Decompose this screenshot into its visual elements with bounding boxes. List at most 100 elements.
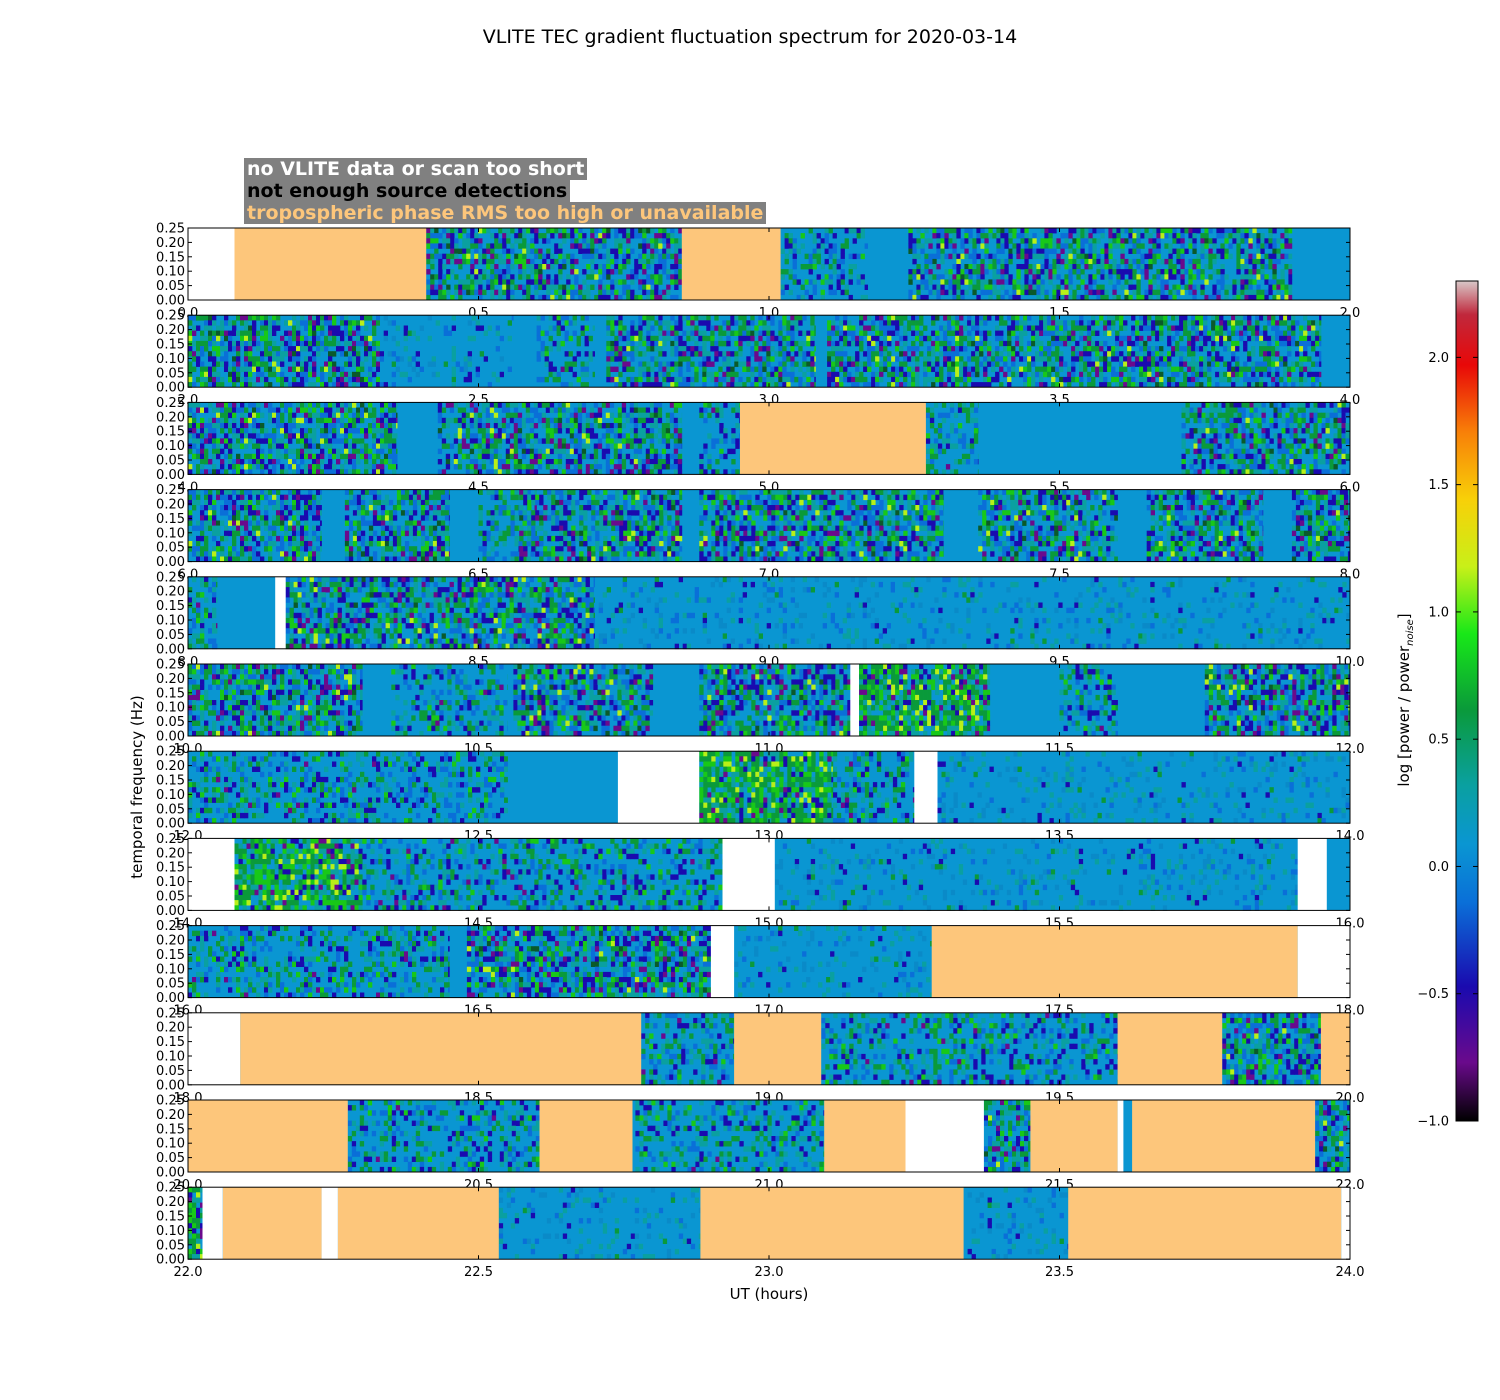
heatmap-cell bbox=[626, 248, 631, 254]
heatmap-cell bbox=[972, 253, 977, 260]
heatmap-cell bbox=[1135, 361, 1140, 367]
heatmap-cell bbox=[204, 453, 209, 460]
heatmap-cell bbox=[1183, 330, 1188, 336]
heatmap-cell bbox=[1283, 340, 1288, 347]
heatmap-cell bbox=[598, 279, 603, 285]
heatmap-cell bbox=[964, 248, 969, 254]
heatmap-cell bbox=[1255, 335, 1260, 342]
heatmap-cell bbox=[1260, 238, 1265, 244]
heatmap-cell bbox=[495, 325, 500, 331]
heatmap-cell bbox=[264, 376, 269, 383]
heatmap-cell bbox=[766, 382, 771, 388]
heatmap-cell bbox=[770, 330, 775, 336]
heatmap-cell bbox=[1200, 289, 1205, 296]
heatmap-cell bbox=[280, 438, 285, 444]
heatmap-cell bbox=[493, 469, 499, 475]
heatmap-cell bbox=[1160, 233, 1165, 239]
heatmap-cell bbox=[730, 320, 735, 326]
heatmap-cell bbox=[956, 289, 961, 296]
heatmap-cell bbox=[1219, 356, 1224, 362]
heatmap-cell bbox=[240, 417, 245, 424]
heatmap-cell bbox=[971, 371, 976, 378]
heatmap-cell bbox=[1228, 228, 1233, 234]
heatmap-cell bbox=[770, 376, 775, 383]
heatmap-cell bbox=[634, 335, 639, 342]
heatmap-cell bbox=[1156, 269, 1161, 275]
heatmap-cell bbox=[196, 433, 201, 439]
heatmap-cell bbox=[792, 279, 797, 285]
heatmap-cell bbox=[1003, 361, 1008, 367]
heatmap-cell bbox=[549, 459, 555, 465]
heatmap-cell bbox=[626, 346, 631, 352]
heatmap-cell bbox=[718, 351, 723, 357]
heatmap-cell bbox=[208, 335, 213, 342]
heatmap-cell bbox=[1256, 238, 1261, 244]
heatmap-cell bbox=[730, 382, 735, 388]
heatmap-cell bbox=[916, 243, 921, 249]
heatmap-cell bbox=[268, 448, 273, 455]
heatmap-cell bbox=[388, 438, 393, 444]
heatmap-cell bbox=[1272, 243, 1277, 249]
heatmap-cell bbox=[188, 330, 193, 336]
heatmap-cell bbox=[940, 279, 945, 285]
heatmap-cell bbox=[533, 453, 539, 460]
heatmap-cell bbox=[920, 294, 925, 301]
heatmap-cell bbox=[192, 423, 197, 429]
heatmap-cell bbox=[580, 315, 585, 321]
heatmap-cell bbox=[561, 469, 567, 475]
heatmap-cell bbox=[513, 433, 519, 439]
heatmap-cell bbox=[228, 376, 233, 383]
heatmap-cell bbox=[827, 335, 832, 342]
heatmap-cell bbox=[848, 269, 853, 275]
heatmap-cell bbox=[1108, 264, 1113, 270]
heatmap-cell bbox=[610, 258, 615, 265]
heatmap-cell bbox=[212, 330, 217, 336]
heatmap-cell bbox=[533, 433, 539, 439]
heatmap-cell bbox=[682, 340, 687, 347]
heatmap-cell bbox=[738, 376, 743, 383]
heatmap-cell bbox=[646, 382, 651, 388]
heatmap-cell bbox=[1059, 340, 1064, 347]
heatmap-cell bbox=[264, 320, 269, 326]
heatmap-cell bbox=[525, 464, 531, 470]
heatmap-cell bbox=[300, 448, 305, 455]
heatmap-cell bbox=[1015, 320, 1020, 326]
heatmap-cell bbox=[529, 453, 535, 460]
heatmap-cell bbox=[533, 448, 539, 455]
heatmap-cell bbox=[1260, 233, 1265, 239]
heatmap-cell bbox=[618, 325, 623, 331]
heatmap-cell bbox=[469, 423, 475, 429]
heatmap-cell bbox=[268, 443, 273, 449]
heatmap-cell bbox=[638, 361, 643, 367]
heatmap-cell bbox=[1115, 356, 1120, 362]
heatmap-cell bbox=[580, 361, 585, 367]
heatmap-cell bbox=[602, 253, 607, 260]
heatmap-cell bbox=[774, 366, 779, 372]
heatmap-cell bbox=[940, 238, 945, 244]
heatmap-cell bbox=[674, 253, 679, 260]
heatmap-cell bbox=[530, 269, 535, 275]
heatmap-cell bbox=[1271, 320, 1276, 326]
heatmap-cell bbox=[1052, 284, 1057, 290]
heatmap-cell bbox=[1267, 366, 1272, 372]
heatmap-cell bbox=[1087, 361, 1092, 367]
heatmap-cell bbox=[1235, 361, 1240, 367]
heatmap-cell bbox=[1115, 315, 1120, 321]
heatmap-cell bbox=[584, 351, 589, 357]
heatmap-cell bbox=[778, 376, 783, 383]
heatmap-cell bbox=[376, 315, 380, 321]
heatmap-cell bbox=[525, 402, 531, 408]
heatmap-cell bbox=[1171, 325, 1176, 331]
heatmap-cell bbox=[497, 459, 503, 465]
heatmap-cell bbox=[494, 233, 499, 239]
heatmap-cell bbox=[762, 346, 767, 352]
heatmap-cell bbox=[832, 233, 837, 239]
heatmap-cell bbox=[792, 243, 797, 249]
heatmap-cell bbox=[1088, 284, 1093, 290]
heatmap-cell bbox=[1127, 356, 1132, 362]
heatmap-cell bbox=[550, 233, 555, 239]
heatmap-cell bbox=[831, 351, 836, 357]
heatmap-cell bbox=[1172, 269, 1177, 275]
heatmap-cell bbox=[188, 412, 193, 419]
heatmap-cell bbox=[1231, 356, 1236, 362]
